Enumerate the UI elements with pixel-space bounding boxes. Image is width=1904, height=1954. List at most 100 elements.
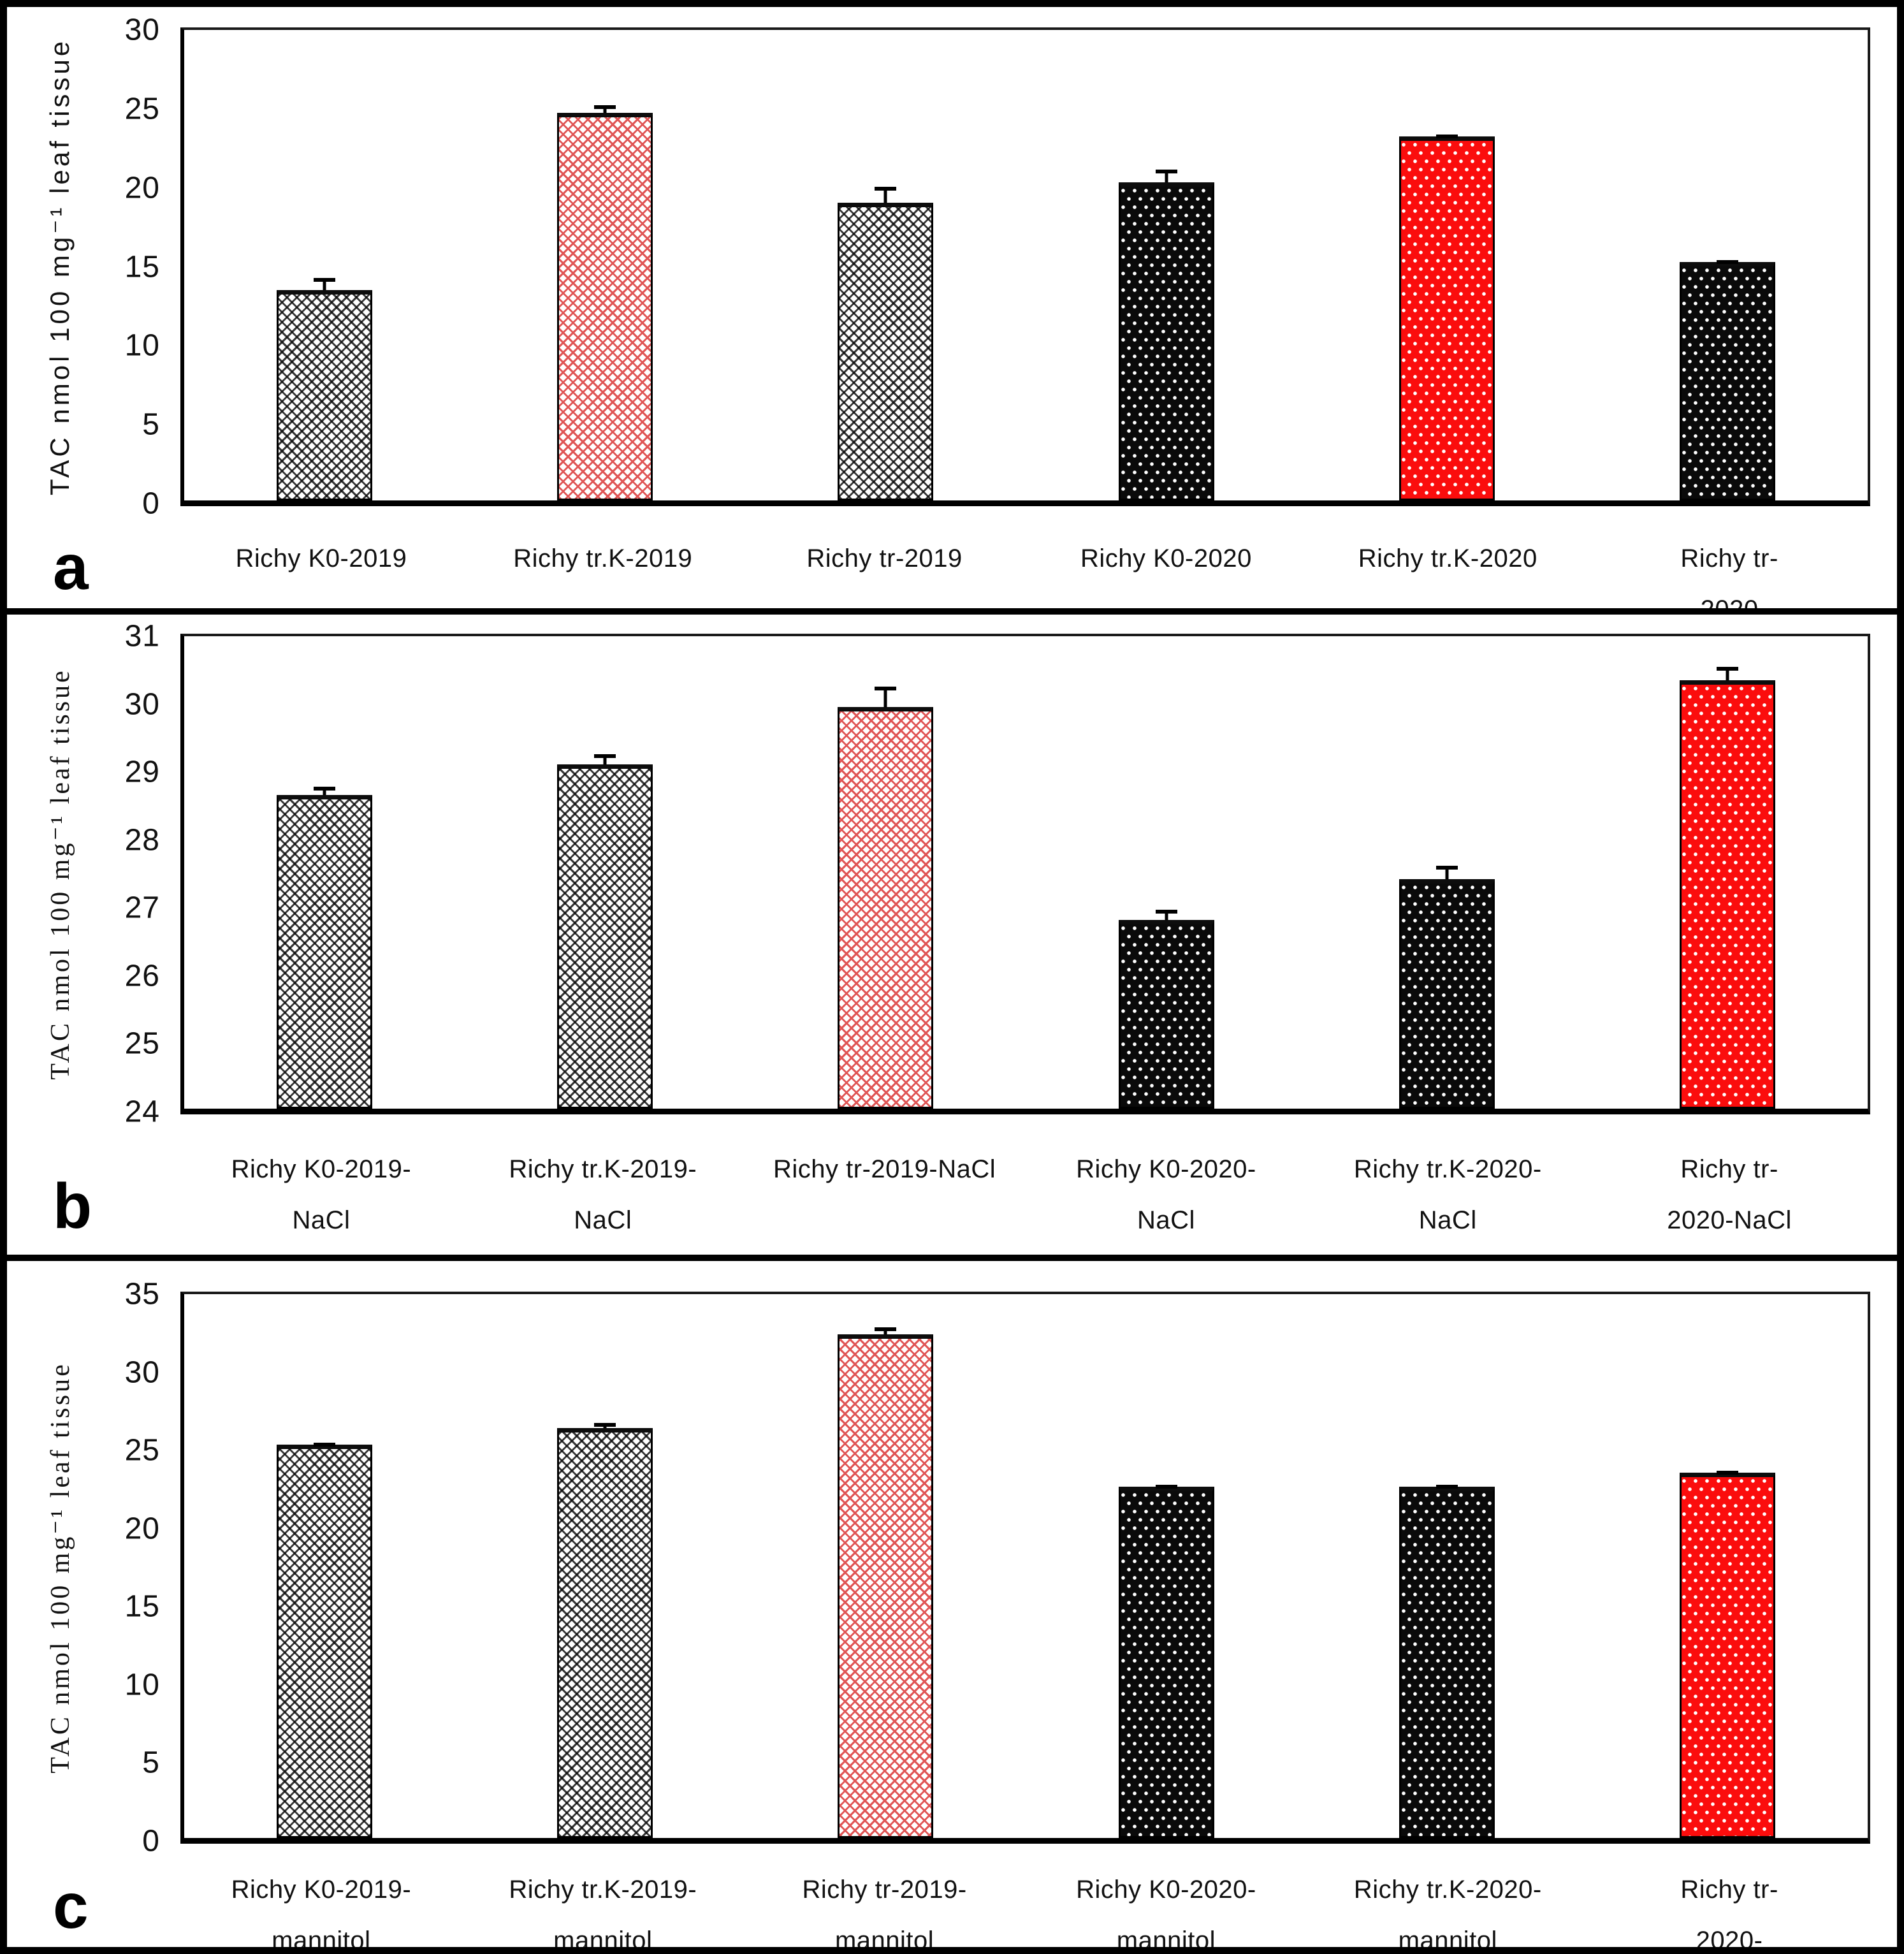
- y-axis-ticks: 24 25 26 27 28 29 30 31: [7, 620, 170, 1129]
- error-bar-cap: [1155, 909, 1177, 914]
- error-bar-stem: [603, 754, 607, 765]
- y-tick-label: 28: [124, 823, 160, 857]
- error-bar: [594, 105, 616, 113]
- bar-Richy tr.K-2020-mannitol: [1399, 1487, 1495, 1838]
- panel-letter: b: [53, 1170, 92, 1242]
- error-bar-stem: [323, 277, 326, 291]
- error-bar-cap: [314, 277, 336, 282]
- x-tick-label: Richy tr-2019-NaCl: [773, 1155, 996, 1183]
- error-bar: [1435, 135, 1458, 139]
- error-bar-stem: [883, 687, 887, 708]
- plot-area: [180, 27, 1870, 506]
- error-bar: [314, 1442, 336, 1447]
- panel-letter: c: [53, 1870, 89, 1942]
- x-tick-label: Richy tr-2020- mannitol: [1680, 1876, 1778, 1950]
- error-bar-cap: [594, 1423, 616, 1427]
- bar-Richy tr.K-2020: [1399, 136, 1495, 500]
- y-tick-label: 10: [124, 1668, 160, 1702]
- x-tick-label: Richy K0-2020- mannitol: [1076, 1876, 1256, 1950]
- error-bar-stem: [883, 187, 887, 203]
- y-tick-label: 20: [124, 171, 160, 205]
- bar-Richy K0-2020: [1118, 182, 1214, 500]
- error-bar-stem: [1165, 909, 1168, 920]
- error-bar-stem: [603, 105, 607, 113]
- x-tick-label: Richy K0-2019- NaCl: [231, 1155, 412, 1234]
- error-bar: [1435, 1484, 1458, 1489]
- error-bar: [314, 787, 336, 795]
- error-bar: [875, 1327, 897, 1335]
- y-tick-label: 20: [124, 1512, 160, 1546]
- y-tick-label: 27: [124, 891, 160, 925]
- bar-Richy K0-2020-mannitol: [1118, 1487, 1214, 1838]
- y-tick-label: 29: [124, 755, 160, 789]
- y-tick-label: 0: [142, 1824, 160, 1858]
- error-bar: [1155, 169, 1177, 182]
- bar-Richy tr.K-2019-mannitol: [557, 1427, 653, 1838]
- error-bar-cap: [594, 754, 616, 759]
- bar-Richy tr.K-2019: [557, 113, 653, 500]
- error-bar-cap: [875, 187, 897, 191]
- plot-area: [180, 1292, 1870, 1844]
- panel-c: TAC nmol 100 mg⁻¹ leaf tissue 0 5 10 15 20 25…: [4, 1258, 1900, 1950]
- error-bar: [1716, 260, 1738, 265]
- error-bar: [1155, 1484, 1177, 1489]
- x-tick-label: Richy K0-2020- NaCl: [1076, 1155, 1256, 1234]
- error-bar-cap: [314, 1442, 336, 1447]
- bar-Richy tr-2019-NaCl: [838, 707, 934, 1109]
- y-tick-label: 26: [124, 959, 160, 993]
- error-bar-cap: [1435, 135, 1458, 139]
- y-tick-label: 15: [124, 250, 160, 284]
- y-tick-label: 25: [124, 1433, 160, 1468]
- bar-Richy tr-2019-mannitol: [838, 1334, 934, 1838]
- x-tick-label: Richy tr.K-2019: [513, 544, 693, 572]
- error-bar-cap: [594, 105, 616, 110]
- y-tick-label: 35: [124, 1277, 160, 1311]
- y-tick-label: 30: [124, 1355, 160, 1390]
- panel-letter: a: [53, 532, 89, 603]
- y-tick-label: 10: [124, 328, 160, 363]
- y-tick-label: 5: [142, 1746, 160, 1780]
- error-bar: [1155, 909, 1177, 920]
- bar-Richy tr-2020-mannitol: [1679, 1473, 1775, 1838]
- panel-a: TAC nmol 100 mg⁻¹ leaf tissue 0 5 10 15 20 25…: [4, 4, 1900, 611]
- error-bar-cap: [1435, 1484, 1458, 1489]
- error-bar-stem: [1726, 666, 1729, 680]
- y-tick-label: 30: [124, 13, 160, 47]
- error-bar: [875, 687, 897, 708]
- plot-area: [180, 634, 1870, 1114]
- error-bar-cap: [875, 687, 897, 691]
- x-axis-labels: Richy K0-2019- mannitol Richy tr.K-2019- …: [180, 1848, 1870, 1947]
- error-bar-cap: [1155, 1484, 1177, 1489]
- y-tick-label: 25: [124, 1026, 160, 1061]
- x-tick-label: Richy K0-2019: [235, 544, 407, 572]
- error-bar-cap: [1716, 1470, 1738, 1475]
- y-tick-label: 5: [142, 407, 160, 442]
- bar-Richy tr-2019: [838, 202, 934, 500]
- x-tick-label: Richy tr-2020: [1680, 544, 1778, 611]
- error-bar-cap: [314, 787, 336, 791]
- bar-Richy K0-2019-mannitol: [277, 1445, 373, 1838]
- error-bar: [594, 1423, 616, 1428]
- bar-Richy tr.K-2019-NaCl: [557, 764, 653, 1109]
- x-tick-label: Richy tr.K-2020- NaCl: [1353, 1155, 1542, 1234]
- x-axis-labels: Richy K0-2019- NaCl Richy tr.K-2019- NaCl…: [180, 1118, 1870, 1246]
- bar-Richy tr-2020: [1679, 262, 1775, 500]
- y-tick-label: 15: [124, 1589, 160, 1624]
- error-bar: [1716, 666, 1738, 680]
- error-bar-stem: [1445, 865, 1449, 880]
- y-tick-label: 30: [124, 687, 160, 722]
- error-bar-cap: [1716, 260, 1738, 265]
- error-bar-stem: [323, 787, 326, 795]
- y-tick-label: 31: [124, 619, 160, 653]
- bar-Richy K0-2019: [277, 290, 373, 500]
- y-axis-ticks: 0 5 10 15 20 25 30 35: [7, 1278, 170, 1858]
- error-bar: [875, 187, 897, 203]
- panel-b: TAC nmol 100 mg⁻¹ leaf tissue 24 25 26 27 28…: [4, 611, 1900, 1258]
- error-bar-cap: [1716, 666, 1738, 671]
- x-axis-labels: Richy K0-2019 Richy tr.K-2019 Richy tr-201…: [180, 510, 1870, 608]
- error-bar-cap: [875, 1327, 897, 1332]
- x-tick-label: Richy tr.K-2020: [1358, 544, 1537, 572]
- error-bar: [1435, 865, 1458, 880]
- error-bar: [594, 754, 616, 765]
